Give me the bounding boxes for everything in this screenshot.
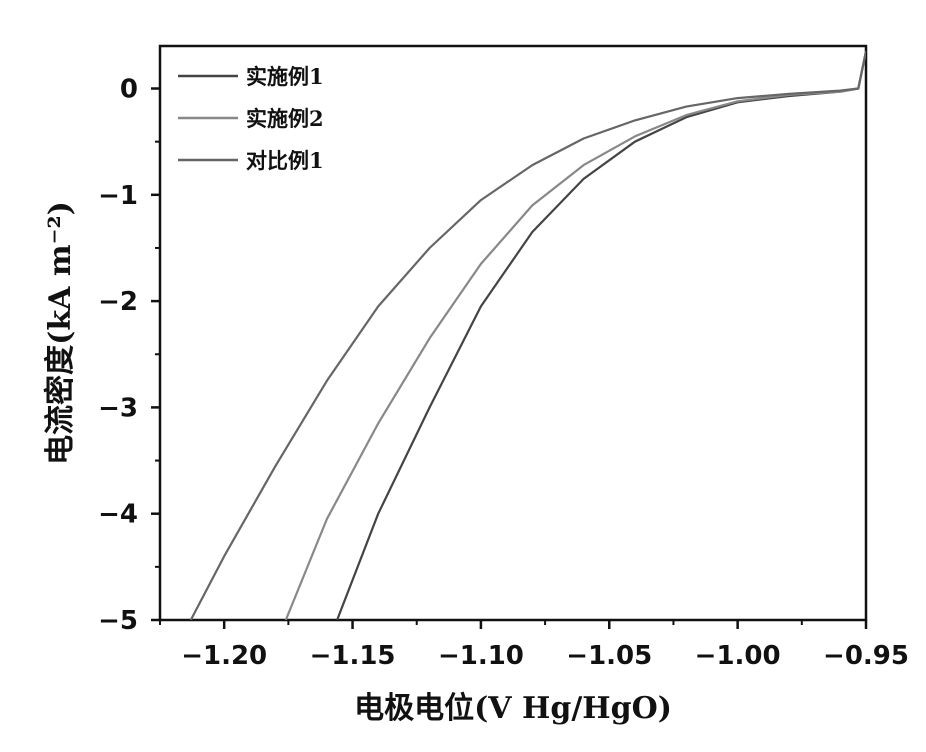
x-tick-label: −1.05 (566, 641, 652, 671)
series-line-2 (286, 51, 866, 620)
x-tick-label: −1.15 (310, 641, 396, 671)
legend: 实施例1 实施例2 对比例1 (178, 64, 324, 173)
y-tick-label: −3 (98, 393, 138, 423)
x-tick-label: −1.00 (695, 641, 781, 671)
x-tick-label: −1.20 (181, 641, 267, 671)
y-tick-label: 0 (120, 75, 138, 105)
x-axis-title: 电极电位(V Hg/HgO) (354, 691, 672, 726)
series-layer (191, 51, 866, 620)
y-tick-label: −1 (98, 181, 138, 211)
legend-label-3: 对比例1 (246, 148, 324, 173)
y-tick-label: −2 (98, 287, 138, 317)
x-axis-ticks: −1.20 −1.15 −1.10 −1.05 −1.00 −0.95 (160, 620, 909, 671)
series-line-1 (337, 51, 866, 620)
plot-frame (160, 46, 866, 620)
y-tick-label: −5 (98, 606, 138, 636)
legend-label-2: 实施例2 (246, 106, 324, 131)
y-axis-title: 电流密度(kA m⁻²) (43, 201, 78, 465)
series-line-3 (191, 51, 866, 620)
legend-label-1: 实施例1 (246, 64, 324, 89)
x-tick-label: −0.95 (823, 641, 909, 671)
x-tick-label: −1.10 (438, 641, 524, 671)
y-axis-ticks: 0 −1 −2 −3 −4 −5 (98, 75, 160, 636)
y-tick-label: −4 (98, 500, 138, 530)
